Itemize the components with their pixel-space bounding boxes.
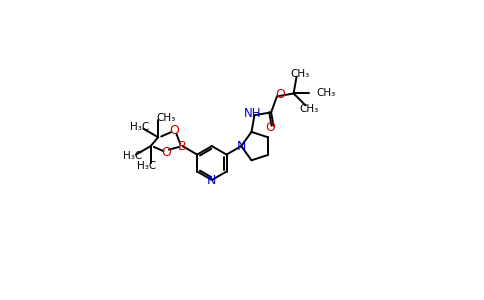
- Text: O: O: [162, 146, 171, 159]
- Text: NH: NH: [244, 107, 262, 120]
- Text: O: O: [265, 122, 275, 134]
- Text: H₃C: H₃C: [130, 122, 149, 132]
- Text: B: B: [178, 140, 186, 153]
- Text: N: N: [237, 140, 246, 153]
- Text: N: N: [207, 174, 216, 187]
- Text: CH₃: CH₃: [300, 103, 319, 113]
- Text: O: O: [275, 88, 285, 101]
- Text: CH₃: CH₃: [291, 69, 310, 79]
- Text: H₃C: H₃C: [137, 161, 156, 171]
- Text: CH₃: CH₃: [156, 113, 176, 123]
- Text: O: O: [169, 124, 179, 137]
- Text: H₃C: H₃C: [122, 151, 142, 161]
- Text: CH₃: CH₃: [317, 88, 336, 98]
